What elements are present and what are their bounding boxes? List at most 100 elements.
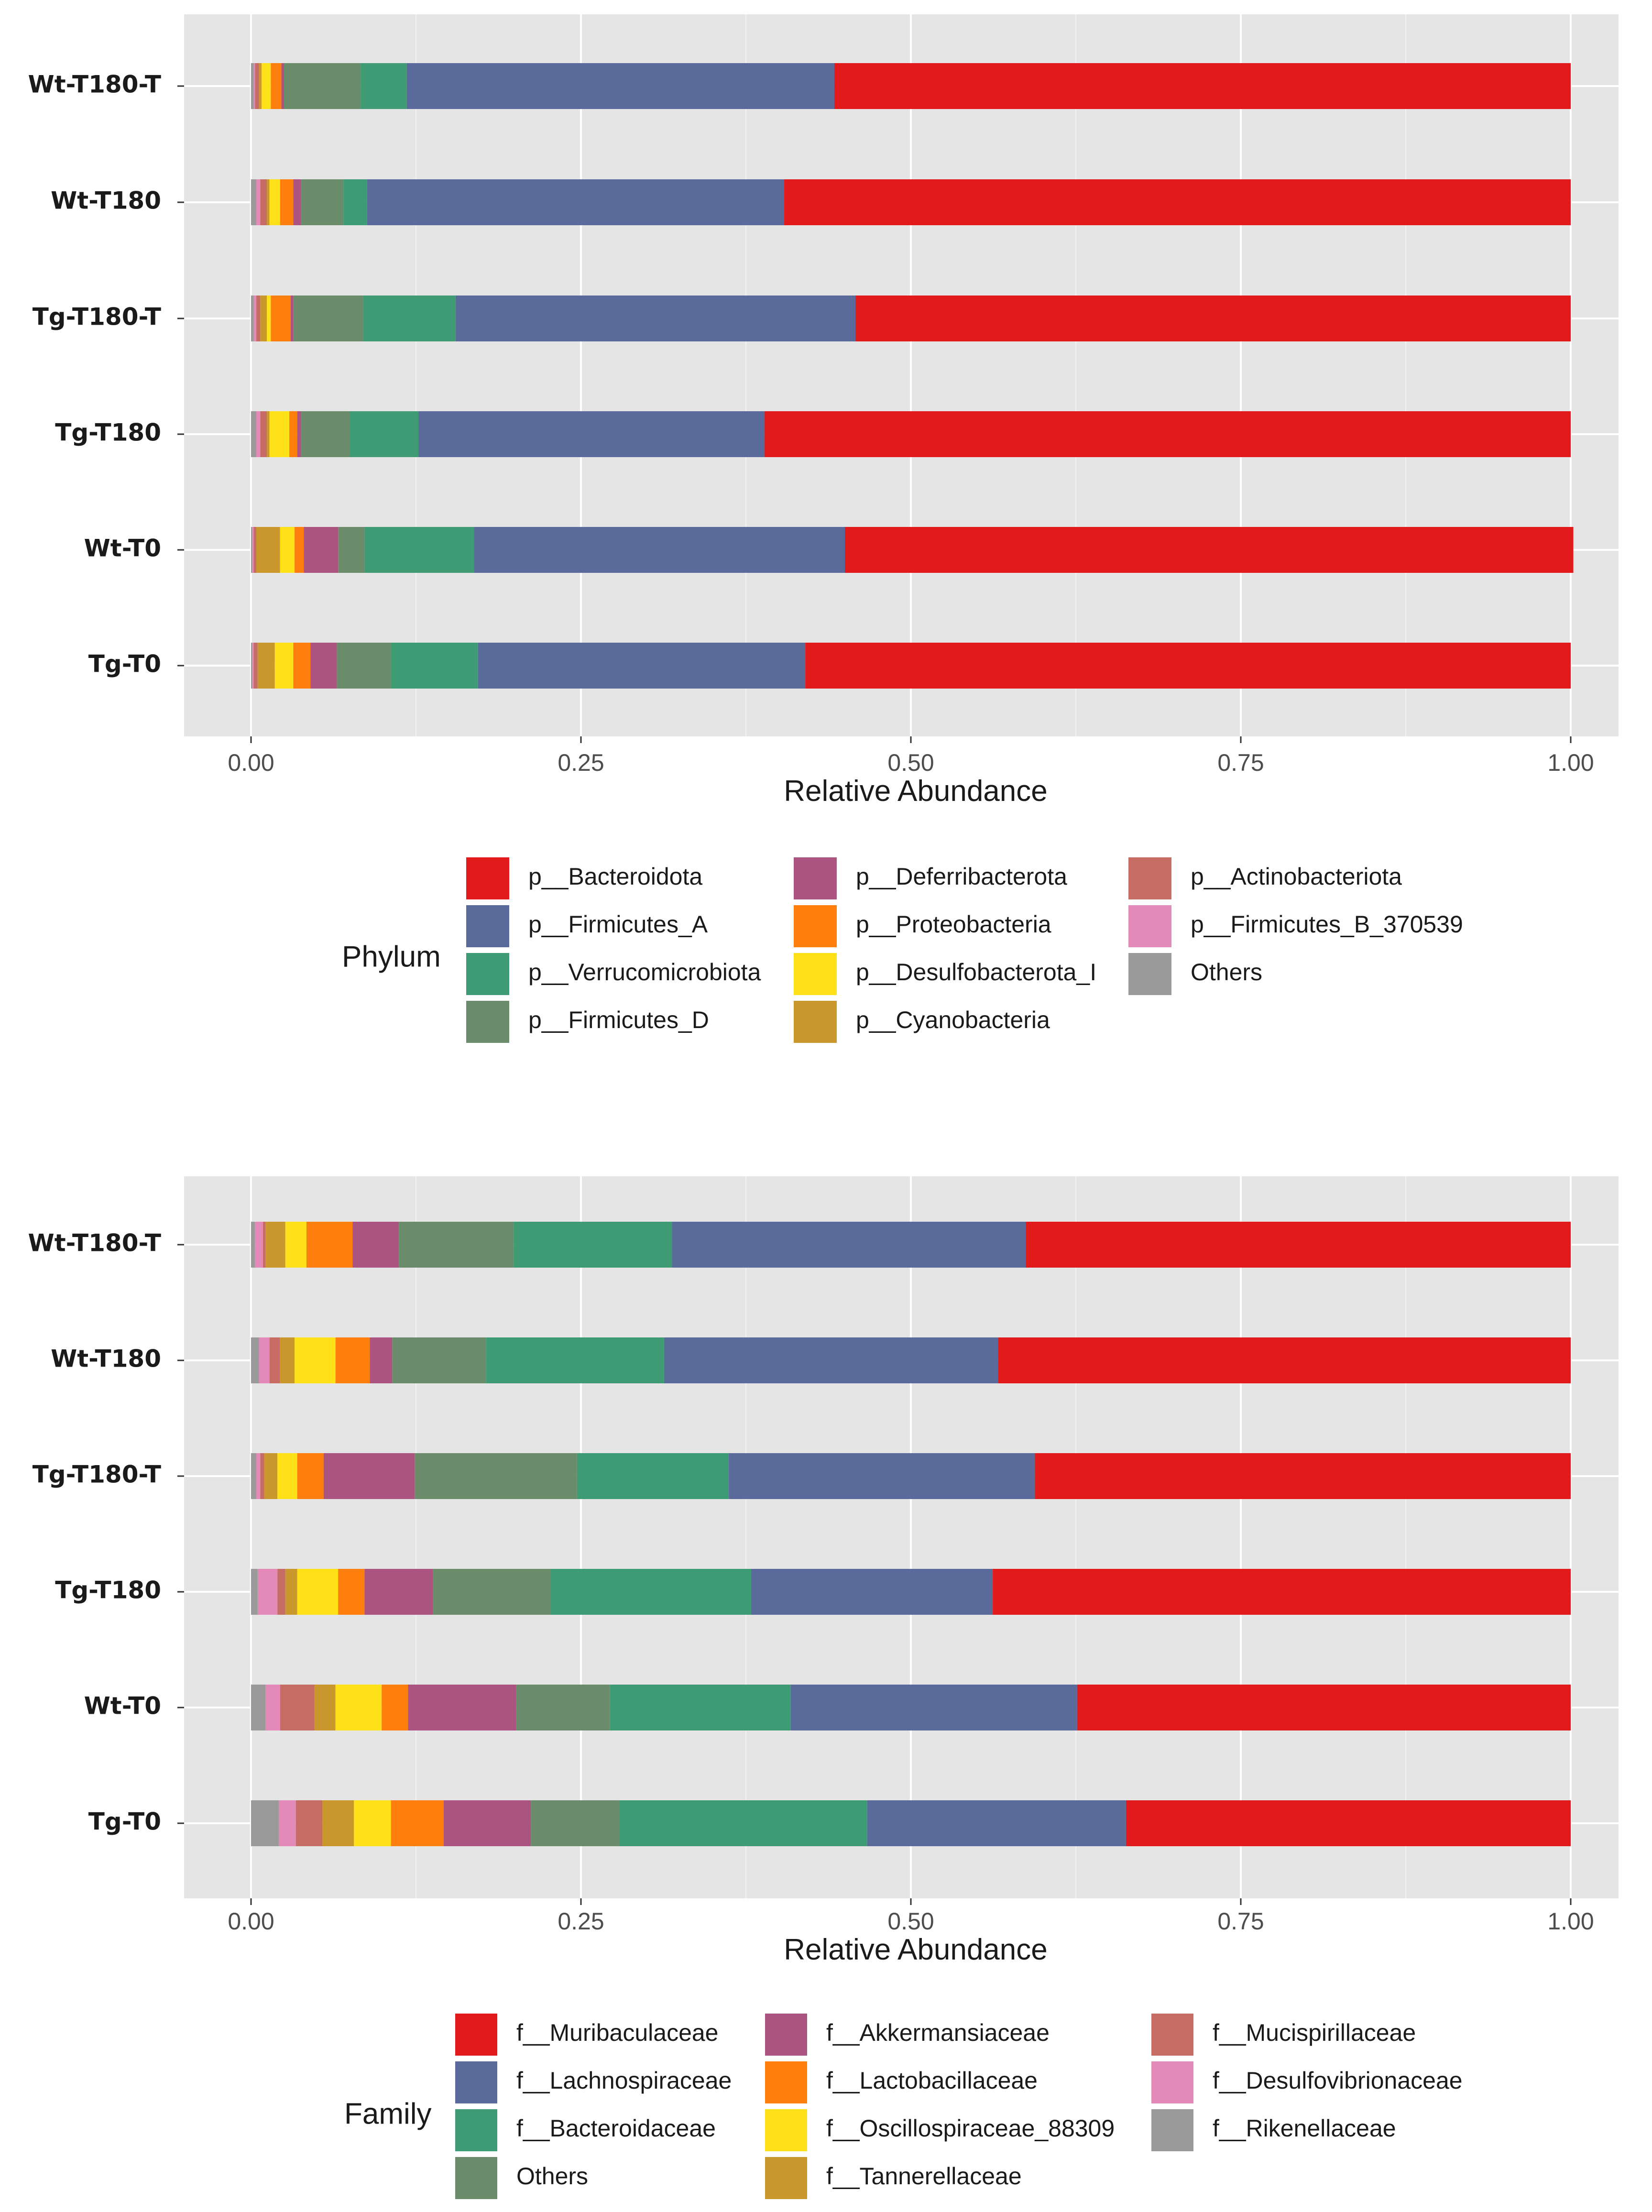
legend-swatch	[765, 2014, 807, 2056]
y-tick-label: Wt-T180	[51, 1345, 161, 1373]
legend-label: f__Tannerellaceae	[826, 2163, 1022, 2190]
bar-segment	[260, 411, 267, 457]
legend-label: f__Desulfovibrionaceae	[1213, 2067, 1463, 2094]
legend-swatch	[455, 2061, 497, 2103]
x-tick-label: 0.25	[558, 1908, 604, 1935]
bar-Wt-T180	[251, 179, 1571, 225]
bar-segment	[531, 1800, 620, 1846]
bar-segment	[295, 1337, 336, 1383]
legend-item: f__Rikenellaceae	[1151, 2109, 1396, 2151]
legend-label: p__Firmicutes_D	[528, 1007, 709, 1033]
legend-swatch	[1151, 2061, 1193, 2103]
bar-Tg-T180-T	[251, 1453, 1571, 1499]
y-tick-label: Wt-T0	[84, 1692, 161, 1720]
bar-segment	[269, 1337, 280, 1383]
legend-swatch	[466, 857, 509, 899]
bar-segment	[335, 1337, 370, 1383]
bar-segment	[280, 1337, 295, 1383]
legend-item: f__Muribaculaceae	[455, 2014, 719, 2056]
bar-segment	[790, 1685, 1077, 1730]
legend-label: p__Verrucomicrobiota	[528, 959, 761, 986]
bar-segment	[252, 527, 254, 573]
bar-Wt-T180-T	[251, 63, 1571, 109]
bar-Tg-T0	[251, 643, 1571, 689]
y-tick-label: Wt-T180-T	[28, 1229, 161, 1257]
bar-segment	[301, 179, 344, 225]
legend-label: p__Desulfobacterota_I	[856, 959, 1096, 986]
bar-segment	[285, 1569, 297, 1615]
bar-segment	[267, 411, 270, 457]
bar-segment	[363, 296, 456, 341]
bar-segment	[751, 1569, 993, 1615]
bar-segment	[264, 1453, 278, 1499]
bar-segment	[295, 1800, 323, 1846]
y-tick-label: Tg-T180	[55, 419, 161, 447]
bar-segment	[256, 296, 261, 341]
bar-segment	[455, 296, 856, 341]
legend-label: f__Rikenellaceae	[1213, 2115, 1396, 2142]
legend-label: p__Deferribacterota	[856, 863, 1067, 890]
bar-segment	[259, 1337, 270, 1383]
bar-Wt-T0	[251, 1685, 1571, 1730]
x-tick-label: 0.50	[887, 749, 934, 776]
legend-swatch	[765, 2157, 807, 2199]
legend-label: p__Proteobacteria	[856, 911, 1051, 938]
bar-segment	[253, 63, 255, 109]
x-tick-label: 0.00	[228, 749, 274, 776]
bar-segment	[251, 1222, 255, 1268]
bar-segment	[664, 1337, 998, 1383]
bar-segment	[297, 1569, 339, 1615]
bar-segment	[301, 411, 350, 457]
legend-swatch	[1128, 905, 1171, 947]
bar-segment	[256, 411, 261, 457]
bar-segment	[729, 1453, 1035, 1499]
bar-Wt-T0	[251, 527, 1574, 573]
bar-segment	[478, 643, 806, 689]
bar-segment	[267, 179, 270, 225]
legend-label: p__Bacteroidota	[528, 863, 702, 890]
bar-segment	[277, 1569, 285, 1615]
legend-swatch	[1151, 2109, 1193, 2151]
bar-segment	[251, 296, 254, 341]
bar-segment	[284, 63, 361, 109]
bar-segment	[260, 179, 267, 225]
legend-item: Others	[455, 2157, 588, 2199]
bar-segment	[418, 411, 765, 457]
bar-segment	[354, 1800, 391, 1846]
legend-swatch	[455, 2157, 497, 2199]
bar-segment	[764, 411, 1571, 457]
chart-phylum: Wt-T180-T Wt-T180 Tg-T180-T Tg-T180 Wt-T0 Tg-…	[28, 14, 1619, 1043]
bar-segment	[297, 411, 301, 457]
legend-swatch	[765, 2109, 807, 2151]
legend-item: p__Firmicutes_D	[466, 1001, 709, 1043]
bar-segment	[367, 179, 785, 225]
bar-segment	[256, 179, 261, 225]
legend-title: Phylum	[342, 940, 441, 973]
bar-Wt-T180	[251, 1337, 1571, 1383]
legend-swatch	[794, 857, 837, 899]
legend-label: f__Muribaculaceae	[516, 2019, 719, 2046]
bar-segment	[516, 1685, 610, 1730]
bar-segment	[1035, 1453, 1571, 1499]
legend-item: p__Proteobacteria	[794, 905, 1051, 947]
legend-label: f__Akkermansiaceae	[826, 2019, 1050, 2046]
bar-segment	[304, 527, 339, 573]
bar-segment	[289, 411, 297, 457]
bar-segment	[486, 1337, 664, 1383]
bar-segment	[784, 179, 1571, 225]
bar-segment	[277, 1453, 297, 1499]
bar-segment	[280, 1685, 315, 1730]
x-axis-title: Relative Abundance	[784, 775, 1048, 808]
legend-swatch	[794, 953, 837, 995]
bar-segment	[364, 527, 474, 573]
bar-segment	[352, 1222, 399, 1268]
bar-Tg-T180-T	[251, 296, 1571, 341]
legend-item: p__Firmicutes_B_370539	[1128, 905, 1463, 947]
legend-label: p__Firmicutes_A	[528, 911, 708, 938]
bar-segment	[361, 63, 407, 109]
legend-swatch	[794, 905, 837, 947]
bar-segment	[392, 1337, 486, 1383]
bar-segment	[408, 1685, 516, 1730]
legend-item: p__Deferribacterota	[794, 857, 1067, 899]
x-tick-label: 1.00	[1547, 749, 1594, 776]
